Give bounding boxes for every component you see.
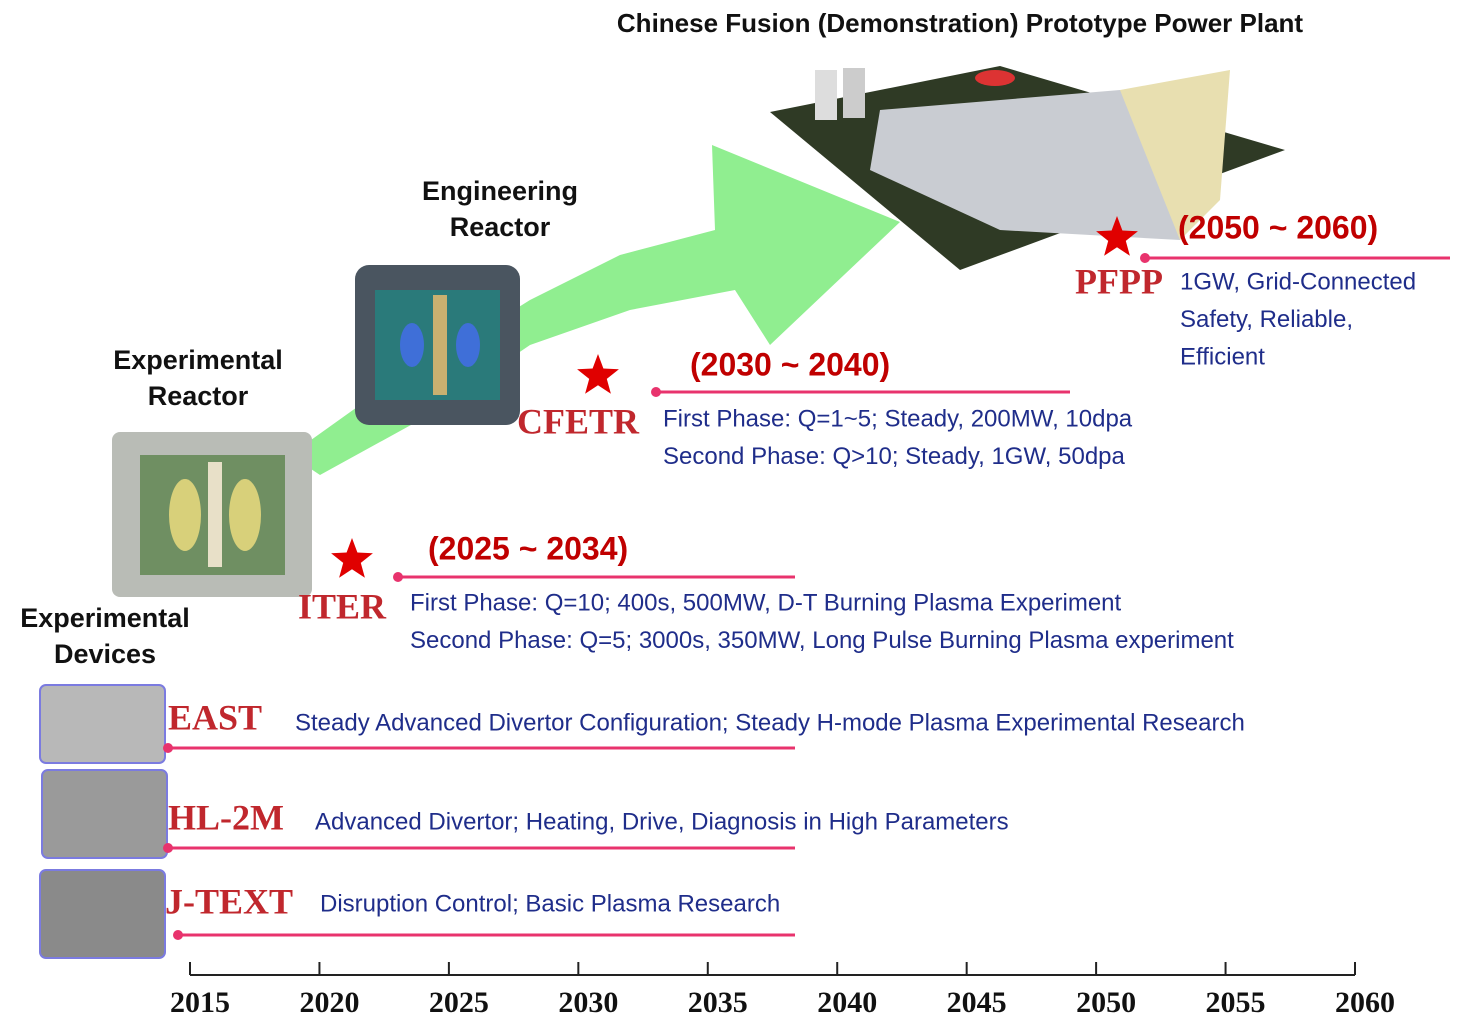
project-detail: Safety, Reliable,	[1180, 306, 1353, 333]
stage-label: Devices	[54, 639, 156, 669]
experimental-reactor-image	[112, 432, 312, 597]
timeline-dot	[163, 743, 173, 753]
project-detail: Second Phase: Q=5; 3000s, 350MW, Long Pu…	[410, 627, 1234, 654]
jtext-image	[40, 870, 165, 958]
project-name: ITER	[298, 586, 387, 626]
star	[331, 538, 373, 578]
project-name: CFETR	[517, 401, 640, 441]
device-name: HL-2M	[168, 797, 284, 837]
east-image	[40, 685, 165, 763]
device-name: EAST	[168, 697, 262, 737]
device-description: Advanced Divertor; Heating, Drive, Diagn…	[315, 808, 1009, 835]
tick-label: 2050	[1076, 986, 1136, 1019]
device-description: Disruption Control; Basic Plasma Researc…	[320, 890, 780, 917]
title: Chinese Fusion (Demonstration) Prototype…	[617, 8, 1304, 38]
page: {"title": "Chinese Fusion (Demonstration…	[0, 0, 1458, 1019]
timeline-dot	[163, 843, 173, 853]
tick-label: 2015	[170, 986, 230, 1019]
project-period: (2030 ~ 2040)	[690, 346, 890, 382]
project-detail: 1GW, Grid-Connected	[1180, 268, 1416, 295]
project-period: (2025 ~ 2034)	[428, 530, 628, 566]
stage-label: Engineering	[422, 176, 578, 206]
stage-label: Reactor	[148, 381, 249, 411]
stage-label: Experimental	[113, 345, 283, 375]
timeline-dot	[651, 387, 661, 397]
timeline-dot	[393, 572, 403, 582]
project-detail: First Phase: Q=10; 400s, 500MW, D-T Burn…	[410, 589, 1122, 616]
tick-label: 2025	[429, 986, 489, 1019]
engineering-reactor-image	[355, 265, 520, 425]
device-description: Steady Advanced Divertor Configuration; …	[295, 709, 1245, 736]
tick-label: 2030	[558, 986, 618, 1019]
star	[577, 354, 619, 394]
tick-label: 2055	[1206, 986, 1266, 1019]
tick-label: 2060	[1335, 986, 1395, 1019]
stage-label: Reactor	[450, 212, 551, 242]
project-detail: First Phase: Q=1~5; Steady, 200MW, 10dpa	[663, 405, 1133, 432]
tick-label: 2035	[688, 986, 748, 1019]
project-detail: Second Phase: Q>10; Steady, 1GW, 50dpa	[663, 443, 1126, 470]
timeline-dot	[173, 930, 183, 940]
tick-label: 2020	[299, 986, 359, 1019]
stage-label: Experimental	[20, 603, 190, 633]
project-name: PFPP	[1075, 261, 1163, 301]
hl2m-image	[42, 770, 167, 858]
device-name: J-TEXT	[165, 881, 293, 921]
diagram: Chinese Fusion (Demonstration) Prototype…	[0, 0, 1458, 1019]
tick-label: 2045	[947, 986, 1007, 1019]
tick-label: 2040	[817, 986, 877, 1019]
project-detail: Efficient	[1180, 343, 1265, 370]
project-period: (2050 ~ 2060)	[1178, 209, 1378, 245]
